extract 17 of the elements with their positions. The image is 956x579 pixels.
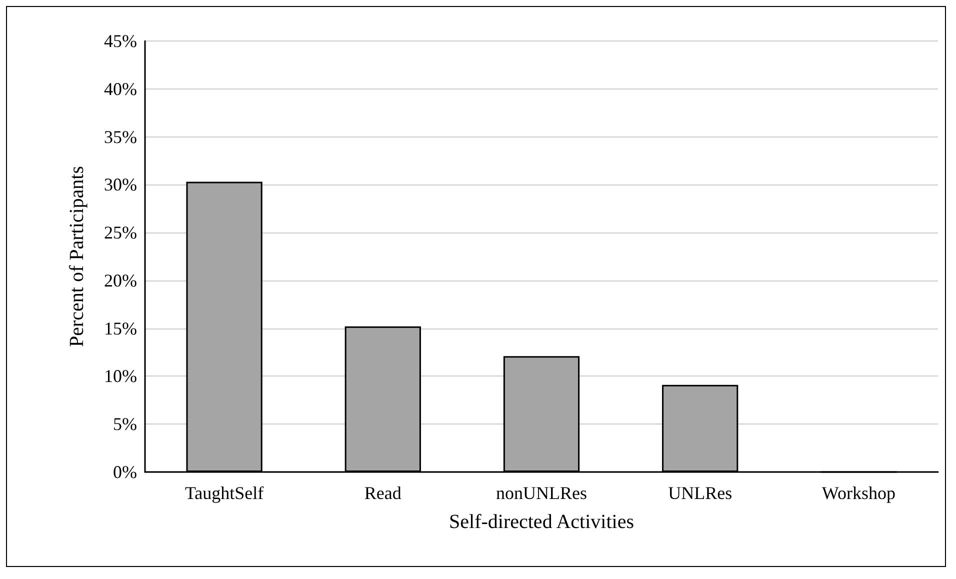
x-tick-label: Workshop: [822, 483, 896, 503]
y-tick-label: 30%: [104, 174, 137, 195]
y-tick-label: 0%: [113, 462, 137, 482]
y-tick-label: 10%: [104, 366, 137, 386]
y-tick-label: 5%: [113, 414, 137, 434]
y-tick-label: 15%: [104, 318, 137, 338]
x-tick-label: TaughtSelf: [184, 483, 264, 503]
x-tick-label: UNLRes: [668, 483, 732, 503]
y-tick-label: 35%: [104, 126, 137, 147]
x-tick-label: Read: [364, 483, 402, 503]
x-axis-title: Self-directed Activities: [449, 511, 634, 533]
y-tick-label: 25%: [104, 222, 137, 243]
x-tick-label: nonUNLRes: [496, 483, 587, 503]
y-tick-label: 20%: [104, 270, 137, 290]
y-tick-label: 45%: [104, 31, 137, 51]
y-axis-title: Percent of Participants: [66, 166, 88, 348]
y-tick-label: 40%: [104, 78, 137, 99]
